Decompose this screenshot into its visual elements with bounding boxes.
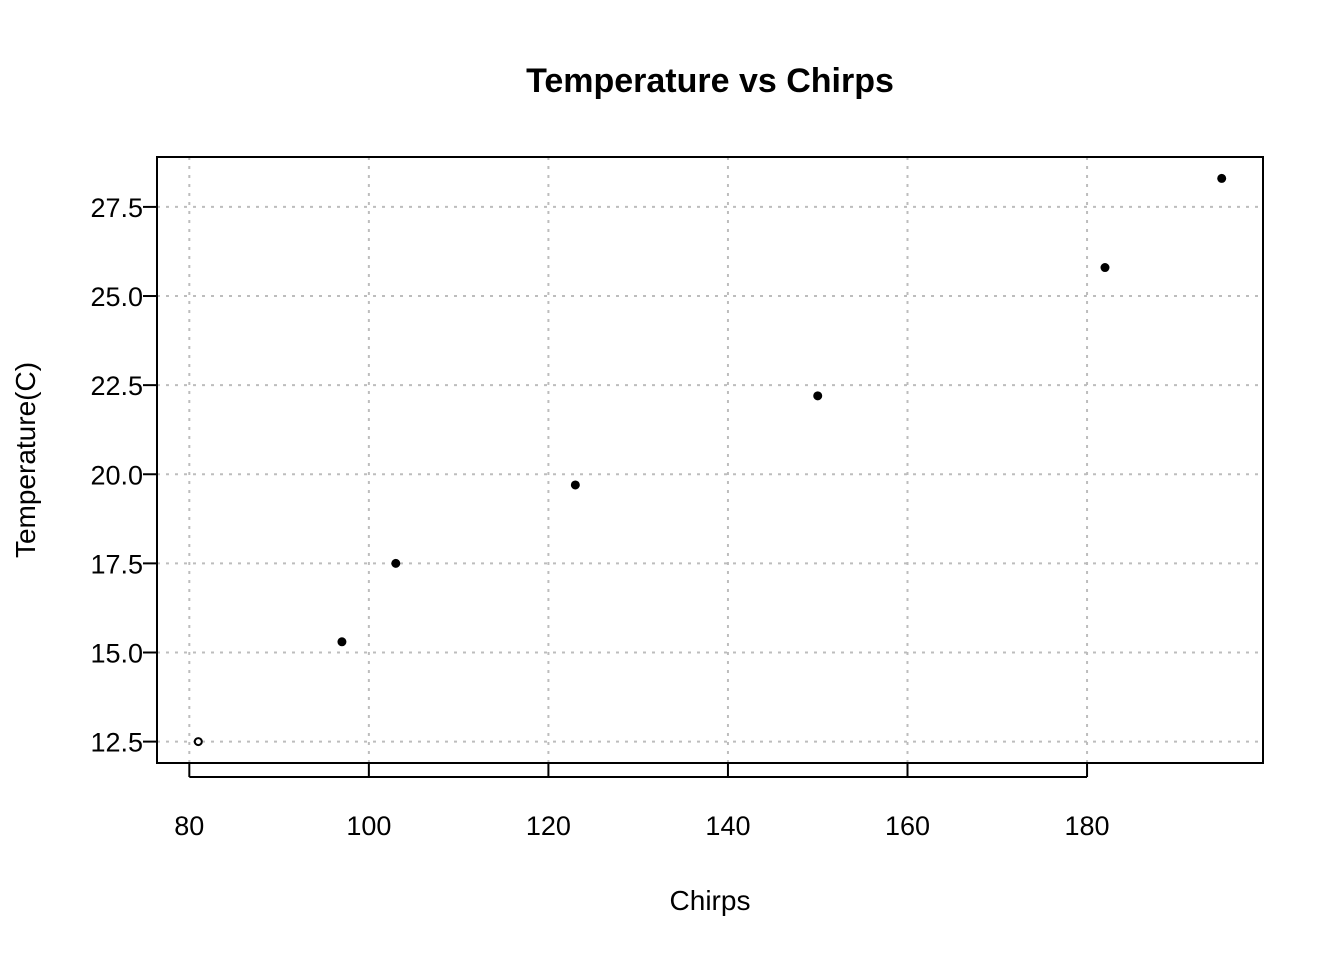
data-points: [193, 173, 1227, 747]
x-tick-label: 100: [346, 811, 391, 841]
x-tick-label: 120: [526, 811, 571, 841]
y-tick-label: 25.0: [90, 282, 143, 312]
data-point: [1217, 173, 1227, 183]
data-point: [193, 737, 203, 747]
x-tick-label: 160: [885, 811, 930, 841]
x-tick-label: 140: [705, 811, 750, 841]
data-point: [1100, 263, 1110, 273]
y-tick-label: 15.0: [90, 638, 143, 668]
x-axis-label: Chirps: [670, 885, 751, 916]
grid-lines: [157, 157, 1263, 763]
y-tick-label: 20.0: [90, 460, 143, 490]
data-point: [337, 637, 347, 647]
data-point: [570, 480, 580, 490]
y-axis: 12.5 15.0 17.5 20.0 22.5 25.0 27.5: [90, 193, 157, 758]
data-point: [813, 391, 823, 401]
y-tick-label: 12.5: [90, 728, 143, 758]
y-tick-label: 22.5: [90, 371, 143, 401]
y-axis-label: Temperature(C): [10, 362, 41, 558]
plot-frame: [156, 156, 1264, 764]
chart-title: Temperature vs Chirps: [526, 62, 894, 100]
y-tick-label: 27.5: [90, 193, 143, 223]
data-point: [391, 558, 401, 568]
x-axis: 80 100 120 140 160 180: [174, 763, 1110, 841]
x-tick-label: 180: [1065, 811, 1110, 841]
x-tick-label: 80: [174, 811, 204, 841]
y-tick-label: 17.5: [90, 549, 143, 579]
